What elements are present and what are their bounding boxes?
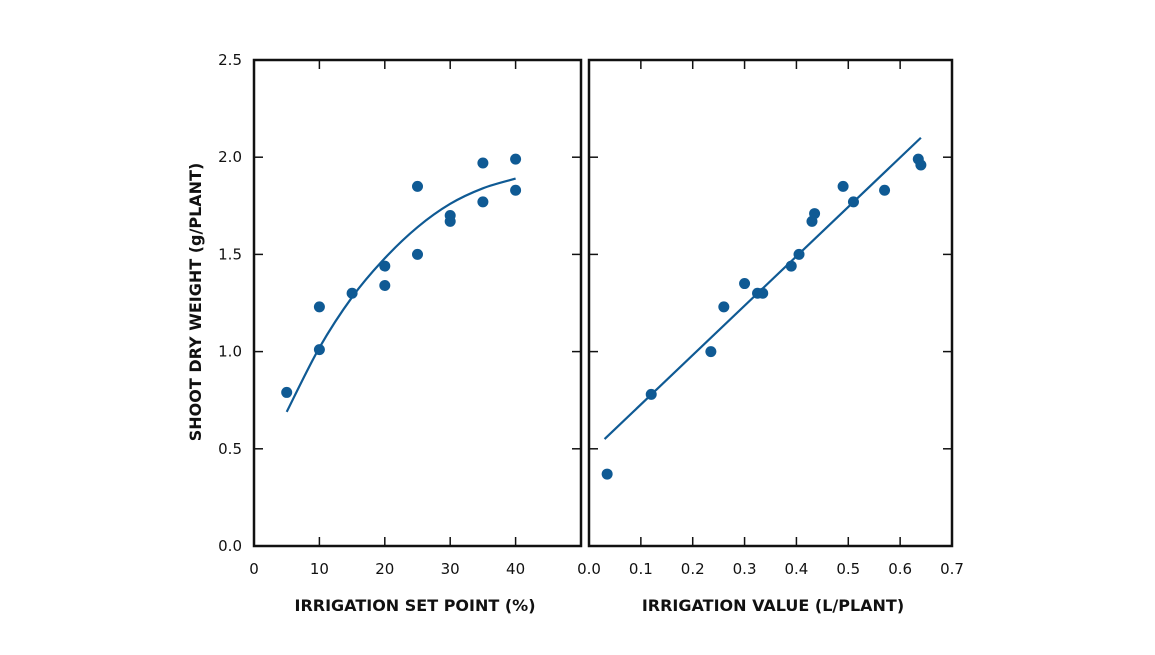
data-point: [379, 280, 391, 292]
x-tick-label: 0.7: [940, 560, 964, 578]
data-point: [510, 184, 522, 196]
data-point: [444, 210, 456, 222]
data-point: [313, 301, 325, 313]
data-point: [705, 346, 717, 358]
plot-frame: [252, 58, 583, 548]
data-point: [793, 248, 805, 260]
plot-frame: [587, 58, 954, 548]
data-point: [879, 184, 891, 196]
data-point: [645, 388, 657, 400]
y-tick-label: 2.0: [218, 148, 242, 166]
x-tick-label: 0.3: [733, 560, 757, 578]
data-point: [757, 287, 769, 299]
data-point: [412, 248, 423, 260]
x-tick-label: 20: [375, 560, 394, 578]
data-point: [346, 287, 358, 299]
data-point: [477, 196, 489, 208]
x-tick-label: 0: [249, 560, 259, 578]
data-point: [809, 208, 821, 220]
data-point: [313, 344, 325, 356]
x-tick-label: 40: [506, 560, 525, 578]
y-axis-title: SHOOT DRY WEIGHT (g/PLANT): [186, 163, 205, 442]
x-tick-label: 0.1: [629, 560, 653, 578]
right-panel: 0.0 0.1 0.2 0.3 0.4 0.5 0.6 0.7 IRRIGATION VALUE…: [577, 58, 964, 615]
data-point: [739, 278, 751, 290]
y-tick-label: 0.0: [218, 537, 242, 555]
y-tick-label: 1.0: [218, 343, 242, 361]
data-point: [718, 301, 730, 313]
data-point: [412, 180, 423, 192]
data-point: [915, 159, 927, 171]
data-point: [379, 260, 391, 272]
y-tick-label: 2.5: [218, 51, 242, 69]
x-axis-title: IRRIGATION SET POINT (%): [295, 596, 536, 615]
x-tick-label: 10: [310, 560, 329, 578]
data-point: [847, 196, 859, 208]
x-tick-label: 0.0: [577, 560, 601, 578]
data-point: [601, 468, 613, 480]
y-tick-label: 0.5: [218, 440, 242, 458]
x-tick-label: 0.2: [681, 560, 705, 578]
data-point: [477, 157, 489, 169]
data-point: [785, 260, 797, 272]
fit-line: [285, 177, 516, 413]
x-tick-label: 30: [441, 560, 460, 578]
y-tick-label: 1.5: [218, 245, 242, 263]
x-axis-title: IRRIGATION VALUE (L/PLANT): [642, 596, 904, 615]
data-point: [510, 153, 522, 165]
x-tick-label: 0.6: [888, 560, 912, 578]
data-point: [281, 386, 293, 398]
x-tick-label: 0.5: [836, 560, 860, 578]
x-tick-label: 0.4: [784, 560, 808, 578]
left-panel: 0.0 0.5 1.0 1.5 2.0 2.5 0 10 20 30 40 IRRIGATION SE…: [218, 51, 583, 615]
data-point: [837, 180, 849, 192]
